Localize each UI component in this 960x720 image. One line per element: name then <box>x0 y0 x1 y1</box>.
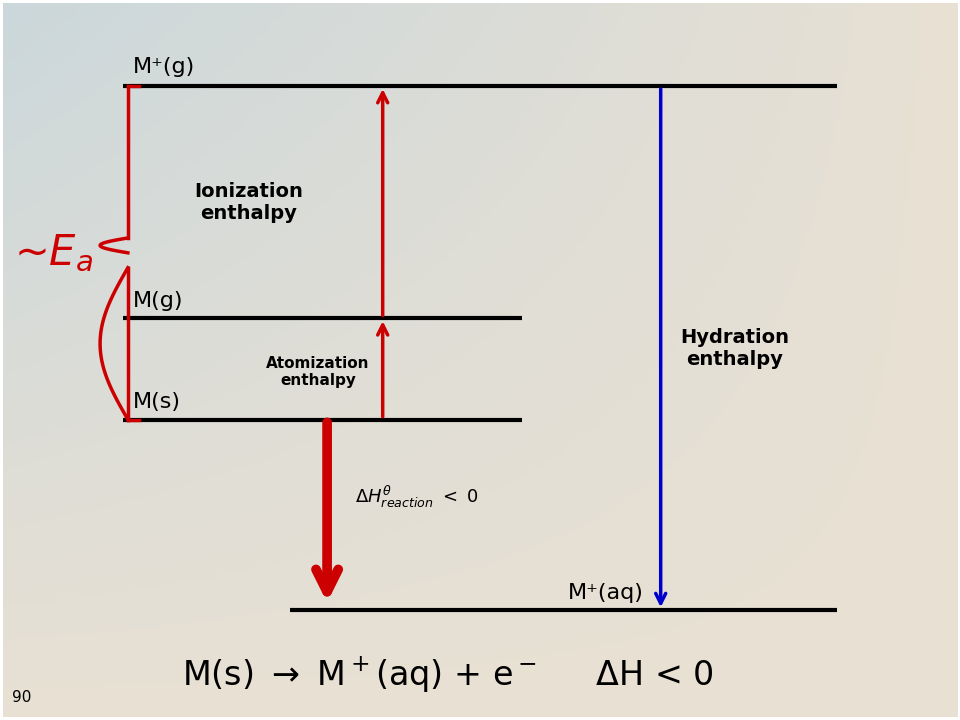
Text: M⁺(aq): M⁺(aq) <box>568 583 644 603</box>
Text: $\Delta H^\theta_{reaction}\ <\ 0$: $\Delta H^\theta_{reaction}\ <\ 0$ <box>355 484 479 510</box>
Text: M⁺(g): M⁺(g) <box>132 57 195 77</box>
Text: Hydration
enthalpy: Hydration enthalpy <box>681 328 789 369</box>
Text: Ionization
enthalpy: Ionization enthalpy <box>194 181 302 222</box>
Text: 90: 90 <box>12 690 32 706</box>
Text: ~$\mathit{E}_a$: ~$\mathit{E}_a$ <box>14 232 93 274</box>
Text: M(g): M(g) <box>132 291 183 311</box>
Text: M(s): M(s) <box>132 392 180 413</box>
Text: Atomization
enthalpy: Atomization enthalpy <box>266 356 370 388</box>
Text: M(s) $\rightarrow$ M$^+$(aq) + e$^-$     $\Delta$H < 0: M(s) $\rightarrow$ M$^+$(aq) + e$^-$ $\D… <box>181 656 713 696</box>
